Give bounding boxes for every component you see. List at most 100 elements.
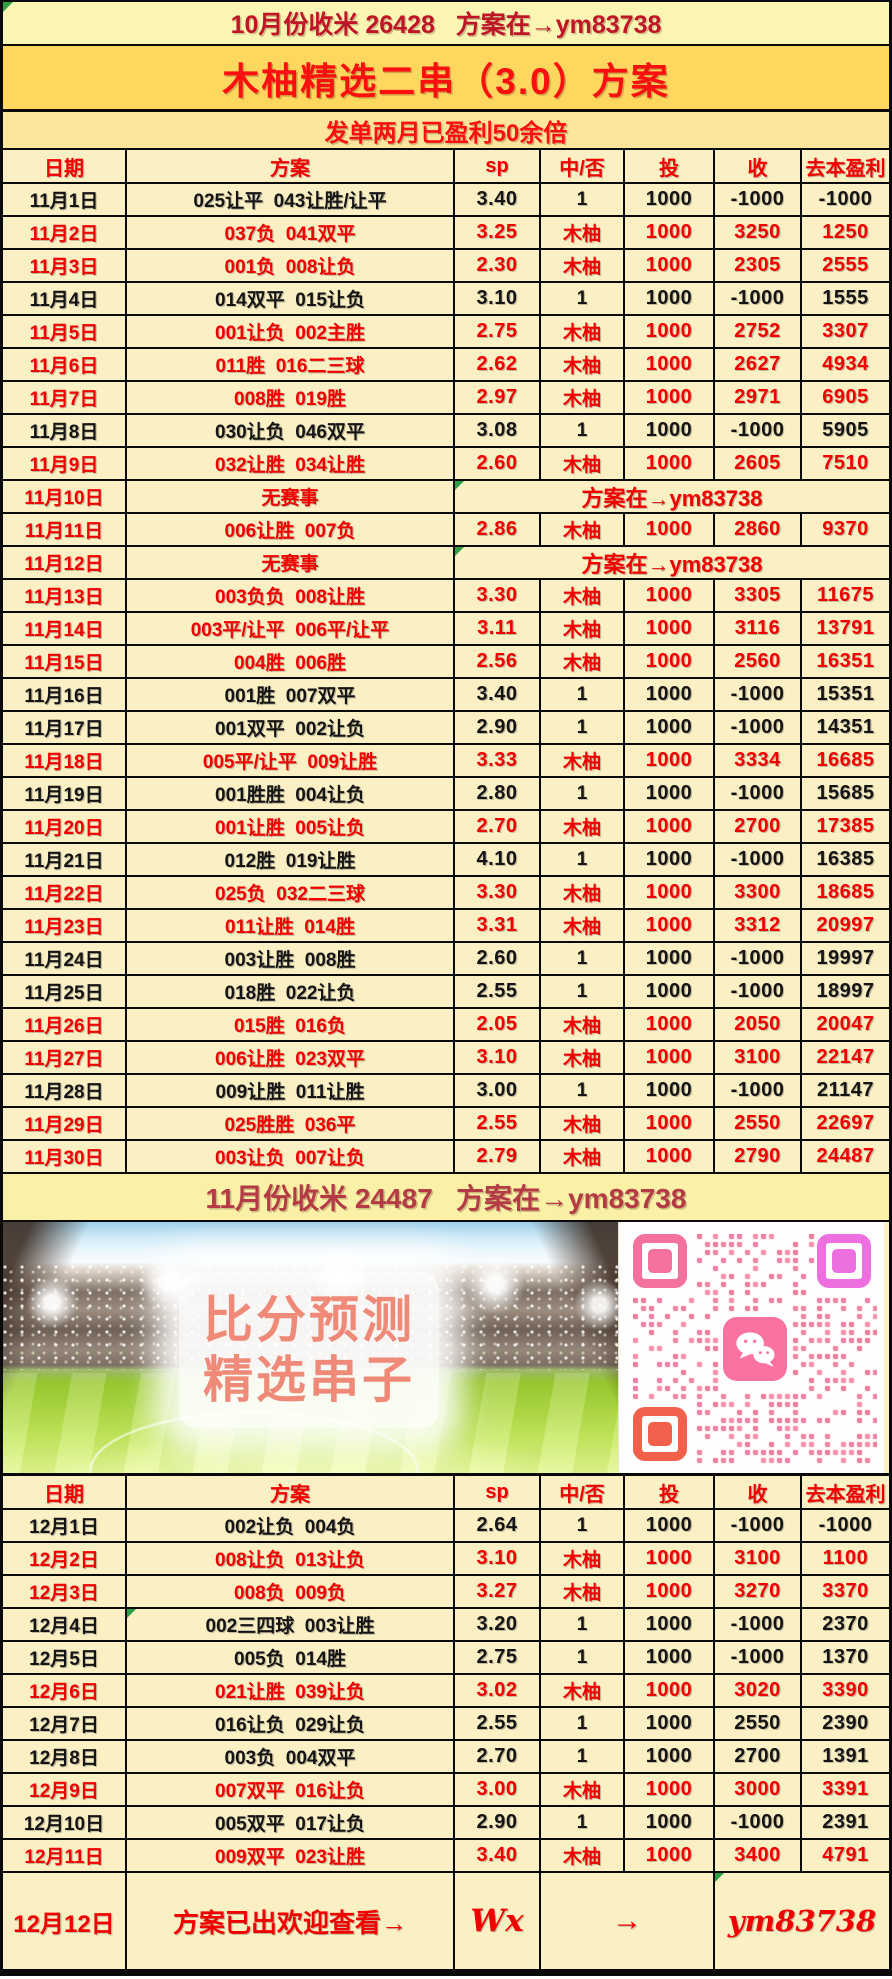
profit-cell: 2370 <box>822 1613 869 1635</box>
november-table: 日期 方案 sp 中/否 投 收 去本盈利 11月1日 025让平 043让胜/让… <box>3 150 889 1174</box>
result-cell: 1 <box>541 184 625 215</box>
table-row: 12月12日 方案已出欢迎查看→ Wx → ym83738 <box>3 1873 889 1971</box>
result-cell: 木柚 <box>541 811 625 842</box>
sp-cell: 2.64 <box>455 1510 541 1541</box>
profit-cell: 14351 <box>816 716 875 738</box>
income-cell: -1000 <box>715 943 802 974</box>
result-cell: 木柚 <box>541 349 625 380</box>
profit-cell: 1391 <box>822 1745 869 1767</box>
result-cell: 木柚 <box>541 382 625 413</box>
stake-cell: 1000 <box>625 1141 715 1172</box>
table-row: 12月8日 003负 004双平 2.70 1 1000 2700 1391 <box>3 1741 889 1774</box>
sp-cell: 2.55 <box>455 1708 541 1739</box>
profit-cell: 1250 <box>822 221 869 243</box>
result-cell: 木柚 <box>541 1141 625 1172</box>
result-cell: 1 <box>541 679 625 710</box>
profit-cell: 5905 <box>822 419 869 441</box>
sp-cell: 2.56 <box>455 646 541 677</box>
sp-cell: 3.11 <box>455 613 541 644</box>
sp-cell: 3.20 <box>455 1609 541 1640</box>
profit-cell: 1555 <box>822 287 869 309</box>
profit-cell: 11675 <box>816 584 874 606</box>
stake-cell: 1000 <box>625 514 715 545</box>
date-cell: 12月9日 <box>3 1774 127 1805</box>
profit-cell: 20047 <box>816 1013 875 1035</box>
profit-cell: 1100 <box>822 1547 869 1569</box>
date-cell: 11月11日 <box>3 514 127 545</box>
date-cell: 11月16日 <box>3 679 127 710</box>
income-cell: -1000 <box>715 1642 802 1673</box>
profit-cell: 16685 <box>816 749 875 771</box>
october-summary-banner: 10月份收米 26428 方案在→ym83738 <box>3 2 889 46</box>
table-row: 11月28日 009让胜 011让胜 3.00 1 1000 -1000 21147 <box>3 1075 889 1108</box>
result-cell: 木柚 <box>541 580 625 611</box>
plan-cell: 009让胜 011让胜 <box>127 1075 455 1106</box>
plan-cell: 011胜 016二三球 <box>127 349 455 380</box>
table-row: 11月21日 012胜 019让胜 4.10 1 1000 -1000 16385 <box>3 844 889 877</box>
plan-cell: 014双平 015让负 <box>127 283 455 314</box>
result-cell: → <box>541 1873 715 1969</box>
date-cell: 11月23日 <box>3 910 127 941</box>
result-cell: 木柚 <box>541 217 625 248</box>
income-cell: -1000 <box>715 1075 802 1106</box>
plan-cell: 003负负 008让胜 <box>127 580 455 611</box>
profit-cell: 19997 <box>816 947 875 969</box>
result-cell: 木柚 <box>541 250 625 281</box>
col-header-sp: sp <box>455 1476 541 1508</box>
sp-cell: 3.27 <box>455 1576 541 1607</box>
plan-cell: 001胜胜 004让负 <box>127 778 455 809</box>
table-row: 12月4日 002三四球 003让胜 3.20 1 1000 -1000 2370 <box>3 1609 889 1642</box>
date-cell: 11月3日 <box>3 250 127 281</box>
no-race-note: 方案在→ym83738 <box>455 547 889 578</box>
stake-cell: 1000 <box>625 1840 715 1871</box>
result-cell: 木柚 <box>541 514 625 545</box>
table-row: 11月2日 037负 041双平 3.25 木柚 1000 3250 1250 <box>3 217 889 250</box>
profit-cell: 18997 <box>816 980 875 1002</box>
sp-cell: 2.55 <box>455 1108 541 1139</box>
date-cell: 11月12日 <box>3 547 127 578</box>
plan-cell: 037负 041双平 <box>127 217 455 248</box>
stake-cell: 1000 <box>625 1510 715 1541</box>
income-cell: -1000 <box>715 976 802 1007</box>
plan-cell: 012胜 019让胜 <box>127 844 455 875</box>
profit-cell: 6905 <box>822 386 869 408</box>
profit-cell: 1370 <box>822 1646 869 1668</box>
plan-cell: 003让负 007让负 <box>127 1141 455 1172</box>
income-cell: 2560 <box>715 646 802 677</box>
date-cell: 11月19日 <box>3 778 127 809</box>
income-cell: 3100 <box>715 1543 802 1574</box>
table-row: 11月27日 006让胜 023双平 3.10 木柚 1000 3100 22147 <box>3 1042 889 1075</box>
sp-cell: 3.02 <box>455 1675 541 1706</box>
profit-cell: 9370 <box>822 518 869 540</box>
stake-cell: 1000 <box>625 580 715 611</box>
title-banner: 木柚精选二串（3.0）方案 <box>3 46 889 112</box>
stake-cell: 1000 <box>625 250 715 281</box>
income-cell: -1000 <box>715 1807 802 1838</box>
promo-image: 比分预测 精选串子 <box>3 1222 889 1476</box>
sp-cell: 2.75 <box>455 316 541 347</box>
result-cell: 1 <box>541 1609 625 1640</box>
col-header-plan: 方案 <box>127 150 455 182</box>
col-header-stake: 投 <box>625 150 715 182</box>
date-cell: 11月29日 <box>3 1108 127 1139</box>
result-cell: 木柚 <box>541 316 625 347</box>
date-cell: 11月7日 <box>3 382 127 413</box>
stake-cell: 1000 <box>625 1543 715 1574</box>
stake-cell: 1000 <box>625 316 715 347</box>
sp-cell: 2.79 <box>455 1141 541 1172</box>
income-cell: -1000 <box>715 184 802 215</box>
table-row: 11月23日 011让胜 014胜 3.31 木柚 1000 3312 20997 <box>3 910 889 943</box>
no-race-note: 方案在→ym83738 <box>455 481 889 512</box>
income-cell: -1000 <box>715 1609 802 1640</box>
table-row: 11月7日 008胜 019胜 2.97 木柚 1000 2971 6905 <box>3 382 889 415</box>
sp-cell: 2.05 <box>455 1009 541 1040</box>
sp-cell: 2.86 <box>455 514 541 545</box>
plan-cell: 009双平 023让胜 <box>127 1840 455 1871</box>
profit-cell: 4791 <box>822 1844 869 1866</box>
table-row: 12月7日 016让负 029让负 2.55 1 1000 2550 2390 <box>3 1708 889 1741</box>
income-cell: 2050 <box>715 1009 802 1040</box>
plan-cell: 001让负 002主胜 <box>127 316 455 347</box>
plan-cell: 006让胜 007负 <box>127 514 455 545</box>
stake-cell: 1000 <box>625 1675 715 1706</box>
